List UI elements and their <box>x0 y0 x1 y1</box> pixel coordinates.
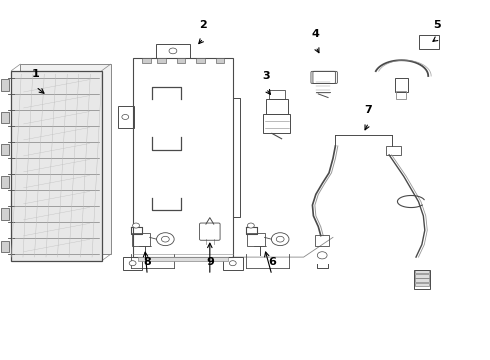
Bar <box>247 233 265 246</box>
Text: 6: 6 <box>268 257 276 267</box>
Bar <box>138 257 228 261</box>
Bar <box>0 176 9 188</box>
Bar <box>132 233 150 246</box>
Bar <box>176 58 185 63</box>
Bar <box>415 270 429 273</box>
Circle shape <box>129 261 136 266</box>
Bar <box>0 79 9 91</box>
Bar <box>419 35 439 49</box>
Circle shape <box>169 48 177 54</box>
Text: 9: 9 <box>206 257 214 267</box>
Bar <box>157 58 166 63</box>
Bar <box>156 44 190 58</box>
Circle shape <box>122 114 129 120</box>
Circle shape <box>229 261 236 266</box>
Circle shape <box>133 223 140 228</box>
Text: 1: 1 <box>32 69 40 79</box>
Bar <box>269 90 285 99</box>
Bar <box>415 278 429 282</box>
Bar <box>414 270 430 289</box>
Bar <box>196 58 205 63</box>
Bar <box>316 235 329 246</box>
Text: 5: 5 <box>433 21 441 31</box>
Bar <box>216 58 224 63</box>
Text: 2: 2 <box>199 21 207 31</box>
Text: 4: 4 <box>312 29 320 39</box>
Circle shape <box>247 223 254 228</box>
Bar <box>123 257 143 270</box>
Bar <box>0 144 9 155</box>
Text: 3: 3 <box>262 71 270 81</box>
Bar <box>394 78 408 92</box>
Text: 8: 8 <box>144 257 151 267</box>
Bar <box>266 99 288 114</box>
Bar <box>133 58 233 257</box>
Bar <box>0 112 9 123</box>
Bar <box>20 64 111 254</box>
Bar <box>11 71 102 261</box>
Bar <box>0 240 9 252</box>
Bar <box>415 283 429 286</box>
Bar <box>263 114 291 134</box>
Bar <box>386 146 401 155</box>
Bar <box>0 208 9 220</box>
Bar <box>415 274 429 278</box>
Bar <box>396 91 406 99</box>
Bar <box>223 257 243 270</box>
Bar <box>118 106 134 128</box>
Text: 7: 7 <box>365 105 372 115</box>
Bar <box>143 58 151 63</box>
